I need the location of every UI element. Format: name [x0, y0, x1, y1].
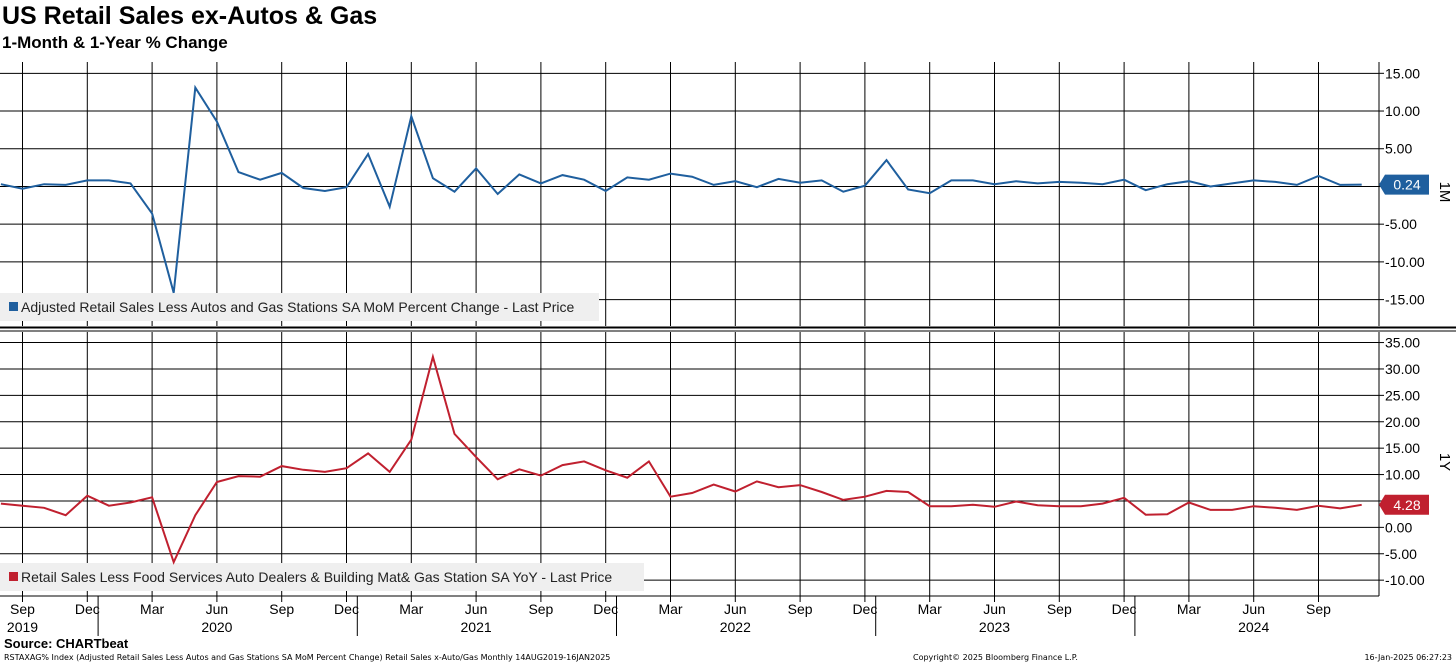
x-tick-label: Dec	[593, 601, 618, 617]
x-tick-label: Mar	[1177, 601, 1201, 617]
y-tick-label: 15.00	[1385, 440, 1420, 456]
x-tick-label: Sep	[1047, 601, 1072, 617]
last-value-label: 0.24	[1393, 177, 1420, 193]
source-note: Source: CHARTbeat	[4, 636, 129, 651]
chart-title: US Retail Sales ex-Autos & Gas	[2, 2, 378, 30]
y-tick-label: 10.00	[1385, 467, 1420, 483]
x-tick-label: Dec	[1112, 601, 1137, 617]
x-tick-label: Sep	[10, 601, 35, 617]
x-tick-label: Jun	[724, 601, 747, 617]
last-value-badge	[1379, 494, 1429, 515]
x-tick-label: Mar	[918, 601, 942, 617]
y-tick-label: -10.00	[1385, 254, 1425, 270]
y-tick-label: -15.00	[1385, 292, 1425, 308]
x-tick-label: Sep	[528, 601, 553, 617]
panel-side-label: 1M	[1436, 182, 1453, 203]
x-tick-label: Jun	[465, 601, 488, 617]
y-tick-label: 25.00	[1385, 387, 1420, 403]
y-tick-label: 30.00	[1385, 361, 1420, 377]
y-tick-label: 10.00	[1385, 103, 1420, 119]
x-year-label: 2019	[7, 619, 38, 635]
last-value-label: 4.28	[1393, 497, 1420, 513]
legend-label: Retail Sales Less Food Services Auto Dea…	[21, 569, 612, 585]
y-tick-label: 15.00	[1385, 65, 1420, 81]
x-tick-label: Sep	[1306, 601, 1331, 617]
legend-swatch	[9, 572, 18, 581]
x-tick-label: Dec	[334, 601, 359, 617]
x-year-label: 2020	[201, 619, 232, 635]
footer-timestamp: 16-Jan-2025 06:27:23	[1364, 653, 1452, 662]
x-tick-label: Mar	[140, 601, 164, 617]
legend-box	[0, 563, 644, 591]
last-value-badge	[1379, 174, 1429, 195]
legend-box	[0, 293, 599, 321]
x-year-label: 2021	[461, 619, 492, 635]
series-line	[0, 84, 1362, 294]
y-tick-label: 0.00	[1385, 519, 1412, 535]
y-tick-label: 35.00	[1385, 335, 1420, 351]
x-tick-label: Dec	[75, 601, 100, 617]
footer-description: RSTAXAG% Index (Adjusted Retail Sales Le…	[4, 653, 611, 662]
x-tick-label: Sep	[788, 601, 813, 617]
x-tick-label: Jun	[1242, 601, 1265, 617]
x-tick-label: Jun	[983, 601, 1006, 617]
y-tick-label: -10.00	[1385, 572, 1425, 588]
chart-subtitle: 1-Month & 1-Year % Change	[2, 33, 228, 52]
x-tick-label: Jun	[206, 601, 229, 617]
legend-label: Adjusted Retail Sales Less Autos and Gas…	[21, 299, 575, 315]
series-line	[0, 352, 1362, 565]
x-tick-label: Mar	[658, 601, 682, 617]
y-tick-label: -5.00	[1385, 216, 1417, 232]
x-year-label: 2022	[720, 619, 751, 635]
y-tick-label: -5.00	[1385, 546, 1417, 562]
x-tick-label: Mar	[399, 601, 423, 617]
x-tick-label: Sep	[269, 601, 294, 617]
x-year-label: 2023	[979, 619, 1010, 635]
y-tick-label: 5.00	[1385, 141, 1412, 157]
footer-copyright: Copyright© 2025 Bloomberg Finance L.P.	[913, 653, 1078, 662]
y-tick-label: 20.00	[1385, 414, 1420, 430]
x-tick-label: Dec	[852, 601, 877, 617]
panel-side-label: 1Y	[1436, 453, 1453, 471]
x-year-label: 2024	[1238, 619, 1269, 635]
legend-swatch	[9, 302, 18, 311]
